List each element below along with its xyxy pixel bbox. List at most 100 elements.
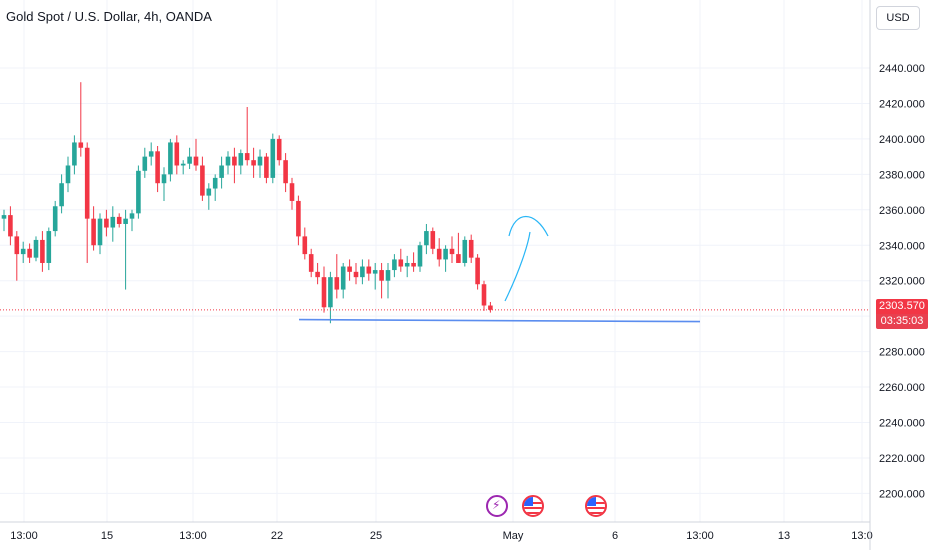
candle-body: [123, 218, 128, 224]
candle-body: [334, 277, 340, 290]
candle-body: [443, 248, 448, 260]
price-tick-label: 2280.000: [879, 347, 925, 359]
candle-body: [219, 165, 224, 178]
candle-body: [59, 183, 64, 207]
arrow-head-drawing[interactable]: [508, 216, 549, 237]
candle-body: [155, 151, 160, 184]
candle-body: [232, 156, 237, 166]
price-tick-label: 2320.000: [879, 276, 925, 288]
candle-body: [321, 277, 327, 308]
candle-body: [91, 218, 96, 246]
candle-body: [136, 170, 141, 214]
candle-body: [264, 156, 269, 178]
price-tick-label: 2340.000: [879, 240, 925, 252]
candle-body: [14, 236, 20, 255]
candle-body: [315, 271, 320, 278]
candle-body: [283, 160, 288, 184]
candle-body: [46, 231, 52, 263]
candle-body: [366, 266, 372, 274]
candle-body: [97, 218, 103, 246]
candle-body: [244, 153, 250, 161]
candle-body: [308, 254, 314, 272]
us-flag-icon[interactable]: [585, 495, 607, 517]
candle-body: [462, 239, 468, 263]
candle-body: [385, 270, 391, 281]
support-line[interactable]: [298, 318, 701, 323]
last-price-label: 2303.570: [876, 299, 928, 314]
candle-body: [168, 142, 173, 175]
currency-button[interactable]: USD: [876, 6, 920, 30]
us-flag-icon[interactable]: [522, 495, 544, 517]
candle-body: [129, 213, 135, 219]
candle-body: [1, 215, 7, 219]
candle-body: [148, 151, 154, 157]
candle-body: [84, 147, 90, 219]
price-tick-label: 2400.000: [879, 134, 925, 146]
candle-body: [488, 305, 493, 310]
candle-body: [398, 259, 404, 267]
candle-body: [302, 236, 308, 255]
price-tick-label: 2200.000: [879, 488, 925, 500]
candle-body: [276, 138, 282, 161]
candle-body: [65, 165, 71, 184]
candle-body: [411, 262, 416, 267]
candle-body: [142, 156, 148, 171]
candle-body: [187, 156, 192, 164]
time-tick-label: 15: [101, 530, 113, 542]
time-tick-label: 25: [370, 530, 382, 542]
candle-body: [404, 262, 410, 267]
candle-body: [8, 215, 13, 237]
candle-body: [257, 156, 263, 166]
candle-body: [417, 245, 423, 267]
candle-body: [52, 206, 58, 232]
price-tick-label: 2380.000: [879, 169, 925, 181]
candle-body: [180, 163, 186, 166]
candle-body: [353, 271, 359, 278]
time-tick-label: 13:0: [851, 530, 872, 542]
candle-body: [360, 266, 365, 278]
candle-body: [72, 142, 77, 166]
candle-body: [296, 200, 301, 237]
candle-body: [174, 142, 180, 166]
candle-body: [40, 239, 45, 263]
candle-body: [468, 239, 474, 258]
price-tick-label: 2420.000: [879, 98, 925, 110]
candle-body: [347, 266, 352, 272]
time-tick-label: 13:00: [179, 530, 207, 542]
candle-body: [289, 183, 295, 201]
candle-body: [270, 138, 276, 178]
candle-body: [33, 239, 39, 258]
candle-body: [212, 177, 218, 189]
candle-body: [200, 165, 205, 196]
candle-body: [449, 248, 455, 255]
candle-body: [161, 174, 167, 184]
candle-body: [225, 156, 231, 166]
candle-body: [328, 277, 333, 308]
candle-body: [104, 218, 109, 228]
price-tick-label: 2260.000: [879, 382, 925, 394]
time-tick-label: 22: [271, 530, 283, 542]
time-tick-label: 6: [612, 530, 618, 542]
candle-body: [206, 188, 212, 196]
lightning-icon[interactable]: [486, 495, 508, 517]
candle-body: [340, 266, 346, 290]
symbol-title[interactable]: Gold Spot / U.S. Dollar, 4h, OANDA: [6, 9, 212, 24]
candle-body: [193, 156, 199, 166]
candle-body: [436, 248, 442, 260]
candle-body: [27, 248, 32, 258]
price-tick-label: 2360.000: [879, 205, 925, 217]
price-tick-label: 2220.000: [879, 453, 925, 465]
time-tick-label: 13:00: [686, 530, 714, 542]
bar-countdown-label: 03:35:03: [876, 314, 928, 329]
price-tick-label: 2240.000: [879, 418, 925, 430]
candle-body: [78, 142, 84, 148]
candle-body: [251, 160, 256, 166]
arrow-drawing[interactable]: [504, 231, 531, 302]
candle-body: [116, 216, 122, 224]
candle-body: [379, 270, 384, 281]
candle-body: [456, 254, 461, 263]
candle-body: [372, 270, 378, 274]
price-tick-label: 2440.000: [879, 63, 925, 75]
candle-body: [110, 216, 116, 228]
